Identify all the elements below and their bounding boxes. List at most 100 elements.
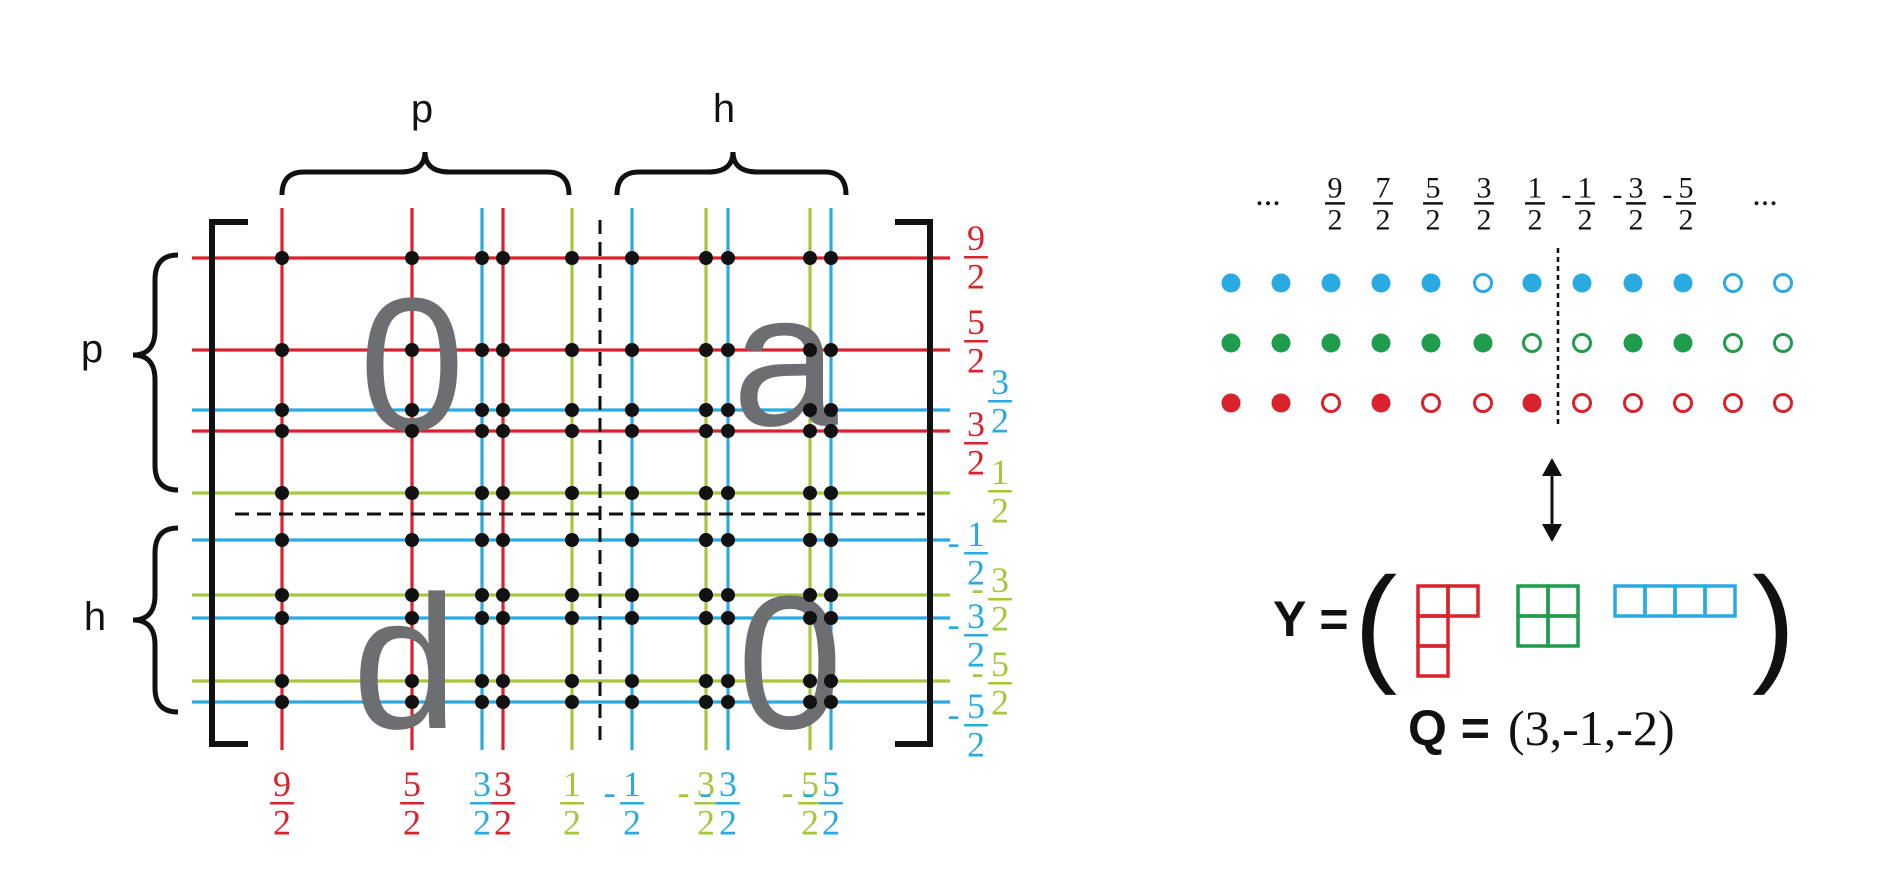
grid-dot-7-1 xyxy=(721,343,735,357)
maya-dot-1-2 xyxy=(1321,333,1341,353)
grid-dot-8-1 xyxy=(803,343,817,357)
column-label-9-denominator: 2 xyxy=(822,803,840,843)
row-label-0-numerator: 9 xyxy=(967,218,985,258)
maya-label-1-denominator: 2 xyxy=(1376,204,1391,237)
grid-dot-1-9 xyxy=(405,695,419,709)
grid-dot-7-5 xyxy=(721,533,735,547)
grid-dot-3-7 xyxy=(496,611,510,625)
row-label-1-denominator: 2 xyxy=(967,341,985,381)
maya-label-7-numerator: 5 xyxy=(1679,171,1694,204)
column-label-6-denominator: 2 xyxy=(697,803,715,843)
grid-dot-0-7 xyxy=(275,611,289,625)
grid-dot-6-9 xyxy=(699,695,713,709)
grid-dot-9-6 xyxy=(824,588,838,602)
row-label-9-numerator: 5 xyxy=(967,686,985,726)
row-label-7-denominator: 2 xyxy=(967,635,985,675)
row-label-8-sign: - xyxy=(972,652,984,692)
maya-label-6-sign: - xyxy=(1612,178,1622,211)
left-bracket xyxy=(209,219,248,747)
maya-dot-1-9 xyxy=(1673,333,1693,353)
maya-label-7-denominator: 2 xyxy=(1679,204,1694,237)
column-label-9-sign: - xyxy=(803,772,815,812)
maya-label-7-sign: - xyxy=(1662,178,1672,211)
grid-dot-0-3 xyxy=(275,424,289,438)
block-label-bottom-left: d xyxy=(352,557,458,769)
grid-dot-4-0 xyxy=(565,251,579,265)
maya-dot-0-7 xyxy=(1572,273,1592,293)
grid-dot-7-9 xyxy=(721,695,735,709)
maya-dot-2-8 xyxy=(1623,393,1643,413)
row-label-6-numerator: 3 xyxy=(991,560,1009,600)
maya-label-2: 52 xyxy=(1423,171,1443,237)
maya-dot-0-9 xyxy=(1673,273,1693,293)
maya-label-3-numerator: 3 xyxy=(1477,171,1492,204)
column-label-8-numerator: 5 xyxy=(801,764,819,804)
grid-dot-6-3 xyxy=(699,424,713,438)
grid-dot-5-2 xyxy=(625,403,639,417)
grid-dot-9-4 xyxy=(824,486,838,500)
column-label-4-numerator: 1 xyxy=(563,764,581,804)
column-label-3-numerator: 3 xyxy=(494,764,512,804)
maya-dot-1-0 xyxy=(1221,333,1241,353)
maya-dot-1-11 xyxy=(1773,333,1793,353)
grid-dot-5-7 xyxy=(625,611,639,625)
grid-dot-8-9 xyxy=(803,695,817,709)
grid-dot-3-8 xyxy=(496,674,510,688)
row-label-7-sign: - xyxy=(948,604,960,644)
column-label-5-sign: - xyxy=(604,772,616,812)
block-labels: 0 a d 0 xyxy=(352,254,843,769)
young-diagram-2 xyxy=(1613,584,1737,618)
column-label-3: 32 xyxy=(491,764,515,843)
column-label-6: -32 xyxy=(678,764,718,843)
row-label-0: 92 xyxy=(964,218,988,297)
grid-dot-3-9 xyxy=(496,695,510,709)
row-label-3-numerator: 3 xyxy=(967,404,985,444)
grid-dot-8-2 xyxy=(803,403,817,417)
grid-dot-2-8 xyxy=(475,674,489,688)
grid-dot-6-5 xyxy=(699,533,713,547)
grid-dot-9-8 xyxy=(824,674,838,688)
maya-label-6-denominator: 2 xyxy=(1629,204,1644,237)
grid-dot-6-2 xyxy=(699,403,713,417)
grid-dot-3-2 xyxy=(496,403,510,417)
maya-label-0-denominator: 2 xyxy=(1328,204,1343,237)
matrix-brackets xyxy=(209,219,933,747)
maya-dot-0-3 xyxy=(1371,273,1391,293)
young-box-2-0-3 xyxy=(1703,584,1737,618)
maya-dot-1-6 xyxy=(1522,333,1542,353)
column-label-8: -52 xyxy=(782,764,822,843)
braces: p h p h xyxy=(81,87,849,715)
maya-dot-1-7 xyxy=(1572,333,1592,353)
q-value: (3,-1,-2) xyxy=(1508,700,1675,756)
maya-label-5-denominator: 2 xyxy=(1578,204,1593,237)
grid-dot-5-8 xyxy=(625,674,639,688)
grid-dot-1-4 xyxy=(405,486,419,500)
grid-dot-5-1 xyxy=(625,343,639,357)
row-label-5-denominator: 2 xyxy=(967,553,985,593)
grid-dot-2-1 xyxy=(475,343,489,357)
grid-dot-8-6 xyxy=(803,588,817,602)
young-box-1-0-1 xyxy=(1546,584,1580,618)
open-paren: ( xyxy=(1354,550,1397,696)
row-label-4-denominator: 2 xyxy=(991,491,1009,531)
maya-dot-1-4 xyxy=(1421,333,1441,353)
maya-dot-2-0 xyxy=(1221,393,1241,413)
maya-dot-1-5 xyxy=(1473,333,1493,353)
grid-dot-0-2 xyxy=(275,403,289,417)
young-box-2-0-2 xyxy=(1673,584,1707,618)
row-label-7-numerator: 3 xyxy=(967,596,985,636)
maya-label-4-numerator: 1 xyxy=(1528,171,1543,204)
column-label-5-numerator: 1 xyxy=(623,764,641,804)
column-label-1: 52 xyxy=(400,764,424,843)
grid-dot-5-9 xyxy=(625,695,639,709)
grid-dot-8-4 xyxy=(803,486,817,500)
row-label-1: 52 xyxy=(964,302,988,381)
grid-dot-7-0 xyxy=(721,251,735,265)
row-label-2-numerator: 3 xyxy=(991,362,1009,402)
column-label-9: -52 xyxy=(803,764,843,843)
grid-dot-4-6 xyxy=(565,588,579,602)
block-label-bottom-right: 0 xyxy=(737,557,843,769)
maya-dot-2-6 xyxy=(1522,393,1542,413)
